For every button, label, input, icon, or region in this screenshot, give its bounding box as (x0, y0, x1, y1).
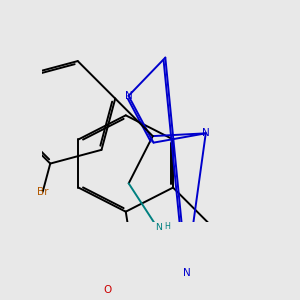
Text: N: N (124, 91, 132, 101)
Text: N: N (183, 268, 190, 278)
Text: N: N (155, 224, 162, 232)
Text: O: O (104, 285, 112, 295)
Text: H: H (164, 222, 170, 231)
Text: Br: Br (37, 187, 49, 197)
Text: N: N (202, 128, 210, 138)
